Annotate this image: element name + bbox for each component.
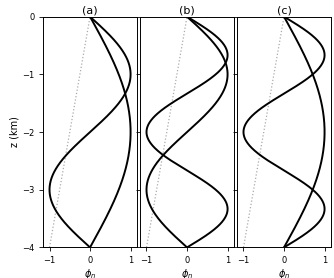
X-axis label: $\phi_n$: $\phi_n$ bbox=[181, 267, 193, 278]
Y-axis label: z (km): z (km) bbox=[9, 116, 19, 148]
Title: (a): (a) bbox=[82, 6, 98, 16]
Title: (c): (c) bbox=[277, 6, 292, 16]
X-axis label: $\phi_n$: $\phi_n$ bbox=[84, 267, 96, 278]
Title: (b): (b) bbox=[179, 6, 195, 16]
X-axis label: $\phi_n$: $\phi_n$ bbox=[278, 267, 290, 278]
